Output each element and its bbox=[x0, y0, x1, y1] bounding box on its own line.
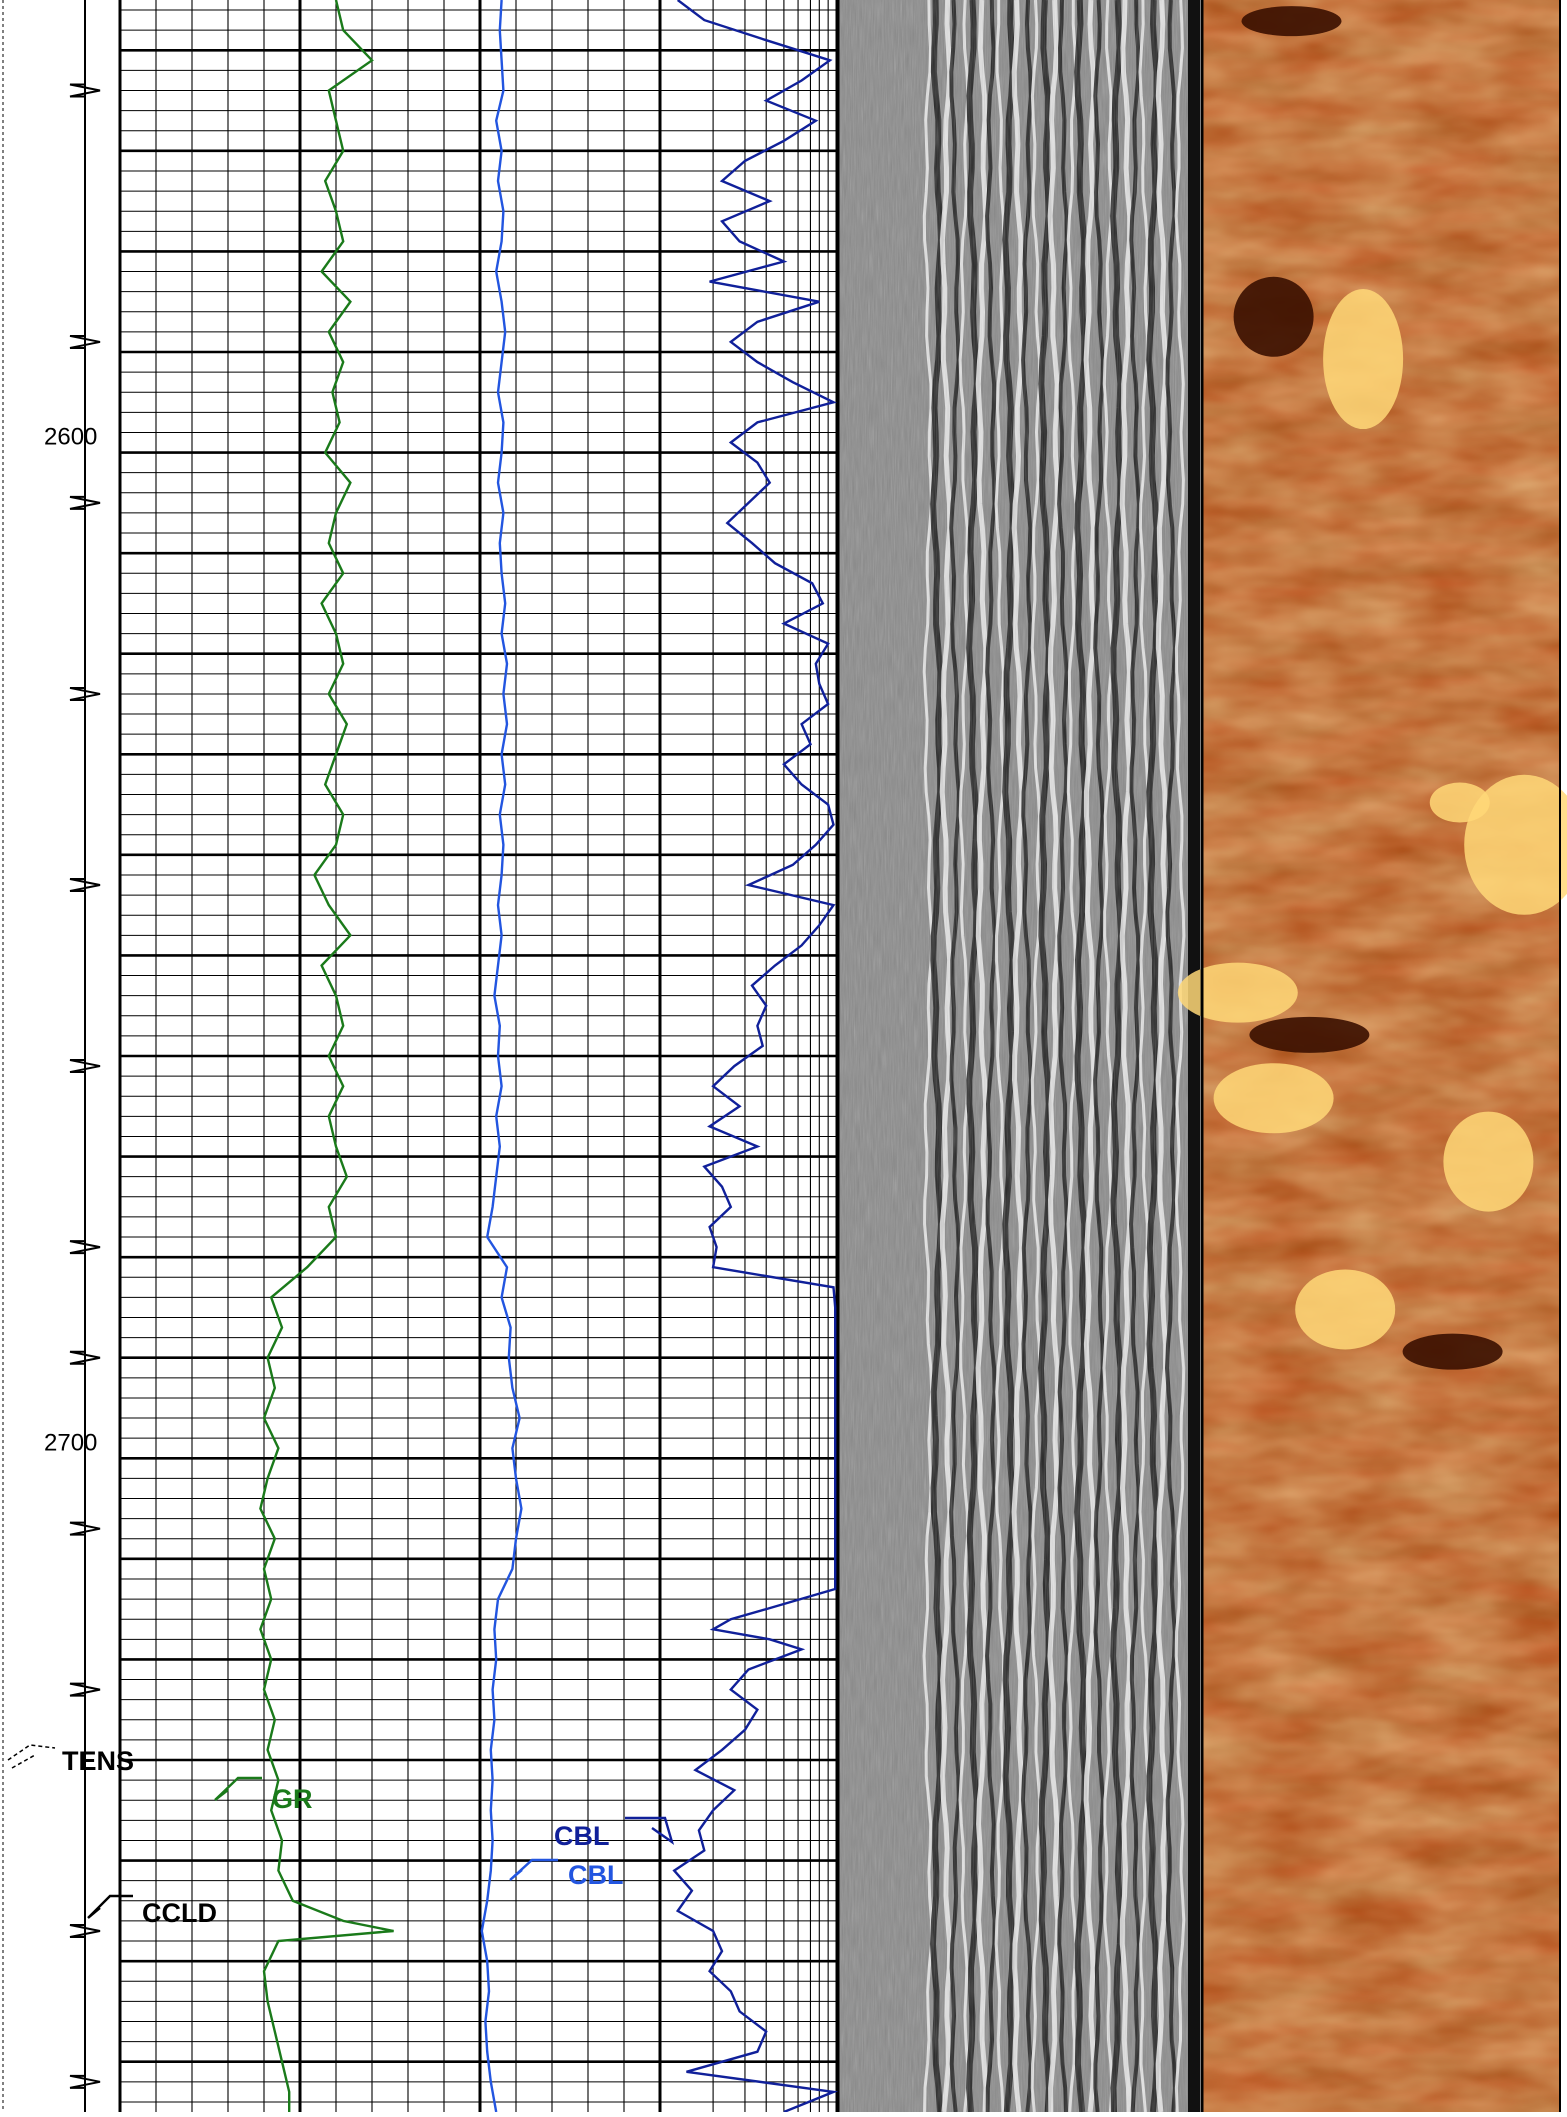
vdl-texture bbox=[838, 0, 1200, 2112]
image-bright-spot bbox=[1323, 289, 1404, 430]
cbl-middle-label: CBL bbox=[568, 1860, 624, 1890]
curve-cbl-right bbox=[672, 0, 839, 2114]
labels-layer: TENS GR CCLD CBL CBL bbox=[7, 1744, 675, 1928]
collar-mark bbox=[69, 83, 101, 98]
collar-mark bbox=[69, 1059, 101, 1074]
image-bright-spot bbox=[1213, 1063, 1334, 1134]
image-track bbox=[1177, 0, 1567, 2112]
collar-mark bbox=[69, 334, 101, 349]
image-dark-spot bbox=[1241, 6, 1342, 37]
image-bright-spot bbox=[1177, 962, 1298, 1023]
vdl-edge bbox=[1188, 0, 1200, 2112]
image-bright-spot bbox=[1429, 782, 1490, 823]
depth-tick-label: 2700 bbox=[44, 1429, 97, 1456]
collar-mark bbox=[69, 878, 101, 893]
curve-cbl-middle bbox=[480, 0, 523, 2113]
image-bright-spot bbox=[1295, 1269, 1396, 1350]
depth-tick-label: 2600 bbox=[44, 424, 97, 451]
collar-mark bbox=[69, 1923, 101, 1938]
tens-arrow bbox=[7, 1744, 56, 1769]
ccld-label: CCLD bbox=[142, 1898, 217, 1928]
gr-label: GR bbox=[272, 1784, 313, 1814]
image-dark-spot bbox=[1402, 1333, 1503, 1370]
collar-mark bbox=[69, 495, 101, 510]
vdl-track bbox=[836, 0, 1200, 2113]
collar-mark bbox=[69, 1350, 101, 1365]
cbl-middle-arrow bbox=[509, 1858, 558, 1881]
image-dark-spot bbox=[1233, 276, 1314, 357]
collar-mark bbox=[69, 1682, 101, 1697]
cbl-right-arrow bbox=[625, 1816, 675, 1845]
collar-mark bbox=[69, 686, 101, 701]
curves-layer bbox=[259, 0, 839, 2114]
image-bright-spot bbox=[1464, 774, 1567, 915]
gr-arrow bbox=[214, 1776, 262, 1801]
curve-gr-left bbox=[259, 0, 394, 2112]
collar-mark bbox=[69, 1240, 101, 1255]
ccld-arrow bbox=[87, 1894, 133, 1919]
image-dark-spot bbox=[1249, 1016, 1370, 1053]
collar-mark bbox=[69, 1521, 101, 1536]
cbl-right-label: CBL bbox=[554, 1821, 610, 1851]
collar-mark bbox=[69, 2074, 101, 2089]
tens-label: TENS bbox=[62, 1746, 134, 1776]
depth-track: 2600 2700 bbox=[2, 0, 101, 2112]
image-bright-spot bbox=[1443, 1111, 1534, 1212]
